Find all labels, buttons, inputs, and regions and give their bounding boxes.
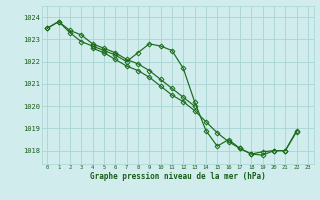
X-axis label: Graphe pression niveau de la mer (hPa): Graphe pression niveau de la mer (hPa)	[90, 172, 266, 181]
